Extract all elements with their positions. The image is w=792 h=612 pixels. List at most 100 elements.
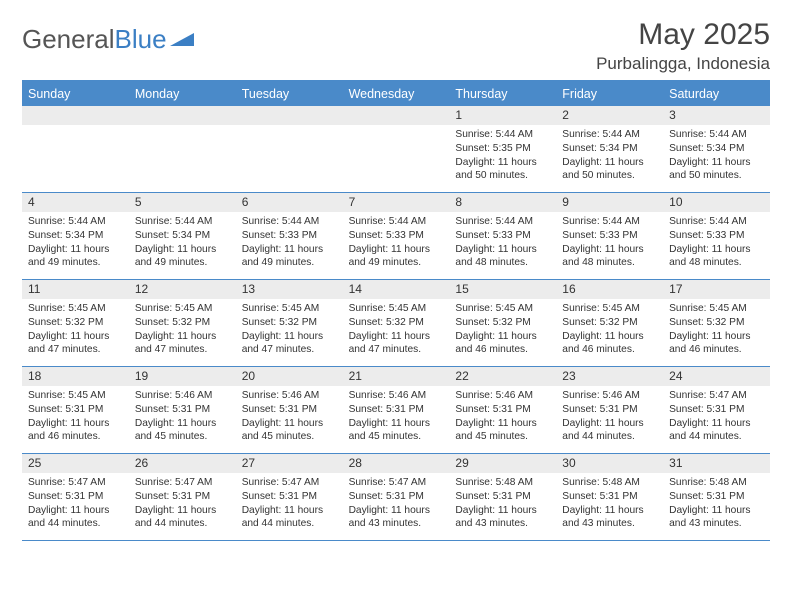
day-number	[129, 106, 236, 125]
day-number: 2	[556, 106, 663, 125]
day-details: Sunrise: 5:46 AMSunset: 5:31 PMDaylight:…	[129, 386, 236, 448]
day-cell: 23Sunrise: 5:46 AMSunset: 5:31 PMDayligh…	[556, 367, 663, 453]
day-details: Sunrise: 5:44 AMSunset: 5:34 PMDaylight:…	[556, 125, 663, 187]
day-details: Sunrise: 5:44 AMSunset: 5:33 PMDaylight:…	[449, 212, 556, 274]
day-cell	[129, 106, 236, 192]
brand-logo: GeneralBlue	[22, 18, 196, 55]
day-cell: 28Sunrise: 5:47 AMSunset: 5:31 PMDayligh…	[343, 454, 450, 540]
weekday-header-thursday: Thursday	[449, 82, 556, 106]
weekday-header-tuesday: Tuesday	[236, 82, 343, 106]
day-cell: 29Sunrise: 5:48 AMSunset: 5:31 PMDayligh…	[449, 454, 556, 540]
day-number: 15	[449, 280, 556, 299]
day-details: Sunrise: 5:47 AMSunset: 5:31 PMDaylight:…	[663, 386, 770, 448]
day-cell: 3Sunrise: 5:44 AMSunset: 5:34 PMDaylight…	[663, 106, 770, 192]
day-cell: 9Sunrise: 5:44 AMSunset: 5:33 PMDaylight…	[556, 193, 663, 279]
day-cell: 15Sunrise: 5:45 AMSunset: 5:32 PMDayligh…	[449, 280, 556, 366]
day-details: Sunrise: 5:46 AMSunset: 5:31 PMDaylight:…	[236, 386, 343, 448]
day-details: Sunrise: 5:48 AMSunset: 5:31 PMDaylight:…	[449, 473, 556, 535]
day-details: Sunrise: 5:45 AMSunset: 5:32 PMDaylight:…	[449, 299, 556, 361]
month-title: May 2025	[596, 18, 770, 52]
week-row: 1Sunrise: 5:44 AMSunset: 5:35 PMDaylight…	[22, 106, 770, 193]
header: GeneralBlue May 2025 Purbalingga, Indone…	[22, 18, 770, 74]
day-cell: 5Sunrise: 5:44 AMSunset: 5:34 PMDaylight…	[129, 193, 236, 279]
day-details: Sunrise: 5:45 AMSunset: 5:32 PMDaylight:…	[236, 299, 343, 361]
week-row: 18Sunrise: 5:45 AMSunset: 5:31 PMDayligh…	[22, 367, 770, 454]
day-details: Sunrise: 5:47 AMSunset: 5:31 PMDaylight:…	[236, 473, 343, 535]
day-cell: 10Sunrise: 5:44 AMSunset: 5:33 PMDayligh…	[663, 193, 770, 279]
day-cell	[236, 106, 343, 192]
day-details: Sunrise: 5:44 AMSunset: 5:33 PMDaylight:…	[343, 212, 450, 274]
day-details: Sunrise: 5:44 AMSunset: 5:33 PMDaylight:…	[556, 212, 663, 274]
day-number: 14	[343, 280, 450, 299]
day-details: Sunrise: 5:46 AMSunset: 5:31 PMDaylight:…	[343, 386, 450, 448]
day-number: 22	[449, 367, 556, 386]
day-number: 27	[236, 454, 343, 473]
day-number	[236, 106, 343, 125]
calendar-grid: SundayMondayTuesdayWednesdayThursdayFrid…	[22, 80, 770, 541]
day-cell: 26Sunrise: 5:47 AMSunset: 5:31 PMDayligh…	[129, 454, 236, 540]
calendar-page: GeneralBlue May 2025 Purbalingga, Indone…	[0, 0, 792, 559]
day-number: 20	[236, 367, 343, 386]
day-details: Sunrise: 5:47 AMSunset: 5:31 PMDaylight:…	[129, 473, 236, 535]
day-cell: 18Sunrise: 5:45 AMSunset: 5:31 PMDayligh…	[22, 367, 129, 453]
day-details: Sunrise: 5:48 AMSunset: 5:31 PMDaylight:…	[556, 473, 663, 535]
brand-part2: Blue	[115, 24, 167, 55]
day-details: Sunrise: 5:45 AMSunset: 5:32 PMDaylight:…	[663, 299, 770, 361]
day-cell: 2Sunrise: 5:44 AMSunset: 5:34 PMDaylight…	[556, 106, 663, 192]
day-number	[22, 106, 129, 125]
day-cell: 19Sunrise: 5:46 AMSunset: 5:31 PMDayligh…	[129, 367, 236, 453]
day-cell: 30Sunrise: 5:48 AMSunset: 5:31 PMDayligh…	[556, 454, 663, 540]
week-row: 11Sunrise: 5:45 AMSunset: 5:32 PMDayligh…	[22, 280, 770, 367]
day-cell: 21Sunrise: 5:46 AMSunset: 5:31 PMDayligh…	[343, 367, 450, 453]
day-cell: 12Sunrise: 5:45 AMSunset: 5:32 PMDayligh…	[129, 280, 236, 366]
day-details: Sunrise: 5:45 AMSunset: 5:32 PMDaylight:…	[343, 299, 450, 361]
day-cell: 22Sunrise: 5:46 AMSunset: 5:31 PMDayligh…	[449, 367, 556, 453]
day-cell: 13Sunrise: 5:45 AMSunset: 5:32 PMDayligh…	[236, 280, 343, 366]
weekday-header-row: SundayMondayTuesdayWednesdayThursdayFrid…	[22, 82, 770, 106]
day-number: 10	[663, 193, 770, 212]
day-cell: 1Sunrise: 5:44 AMSunset: 5:35 PMDaylight…	[449, 106, 556, 192]
day-details: Sunrise: 5:44 AMSunset: 5:33 PMDaylight:…	[663, 212, 770, 274]
weeks-container: 1Sunrise: 5:44 AMSunset: 5:35 PMDaylight…	[22, 106, 770, 541]
day-number: 26	[129, 454, 236, 473]
day-number: 16	[556, 280, 663, 299]
day-cell: 27Sunrise: 5:47 AMSunset: 5:31 PMDayligh…	[236, 454, 343, 540]
day-cell: 8Sunrise: 5:44 AMSunset: 5:33 PMDaylight…	[449, 193, 556, 279]
day-cell: 17Sunrise: 5:45 AMSunset: 5:32 PMDayligh…	[663, 280, 770, 366]
day-details: Sunrise: 5:45 AMSunset: 5:32 PMDaylight:…	[22, 299, 129, 361]
day-number: 25	[22, 454, 129, 473]
week-row: 25Sunrise: 5:47 AMSunset: 5:31 PMDayligh…	[22, 454, 770, 541]
weekday-header-friday: Friday	[556, 82, 663, 106]
day-number	[343, 106, 450, 125]
day-number: 18	[22, 367, 129, 386]
brand-triangle-icon	[170, 30, 196, 48]
day-number: 8	[449, 193, 556, 212]
day-number: 17	[663, 280, 770, 299]
day-number: 12	[129, 280, 236, 299]
day-cell	[22, 106, 129, 192]
day-details: Sunrise: 5:45 AMSunset: 5:32 PMDaylight:…	[129, 299, 236, 361]
day-cell: 6Sunrise: 5:44 AMSunset: 5:33 PMDaylight…	[236, 193, 343, 279]
day-details: Sunrise: 5:44 AMSunset: 5:34 PMDaylight:…	[129, 212, 236, 274]
day-details: Sunrise: 5:45 AMSunset: 5:31 PMDaylight:…	[22, 386, 129, 448]
title-block: May 2025 Purbalingga, Indonesia	[596, 18, 770, 74]
day-number: 29	[449, 454, 556, 473]
day-cell: 20Sunrise: 5:46 AMSunset: 5:31 PMDayligh…	[236, 367, 343, 453]
day-number: 11	[22, 280, 129, 299]
day-number: 28	[343, 454, 450, 473]
day-details: Sunrise: 5:44 AMSunset: 5:33 PMDaylight:…	[236, 212, 343, 274]
day-cell: 24Sunrise: 5:47 AMSunset: 5:31 PMDayligh…	[663, 367, 770, 453]
day-details: Sunrise: 5:46 AMSunset: 5:31 PMDaylight:…	[556, 386, 663, 448]
day-number: 7	[343, 193, 450, 212]
day-number: 19	[129, 367, 236, 386]
day-cell: 11Sunrise: 5:45 AMSunset: 5:32 PMDayligh…	[22, 280, 129, 366]
weekday-header-wednesday: Wednesday	[343, 82, 450, 106]
day-details: Sunrise: 5:45 AMSunset: 5:32 PMDaylight:…	[556, 299, 663, 361]
day-number: 24	[663, 367, 770, 386]
day-number: 31	[663, 454, 770, 473]
day-number: 13	[236, 280, 343, 299]
day-number: 3	[663, 106, 770, 125]
day-cell: 14Sunrise: 5:45 AMSunset: 5:32 PMDayligh…	[343, 280, 450, 366]
weekday-header-monday: Monday	[129, 82, 236, 106]
day-cell: 16Sunrise: 5:45 AMSunset: 5:32 PMDayligh…	[556, 280, 663, 366]
